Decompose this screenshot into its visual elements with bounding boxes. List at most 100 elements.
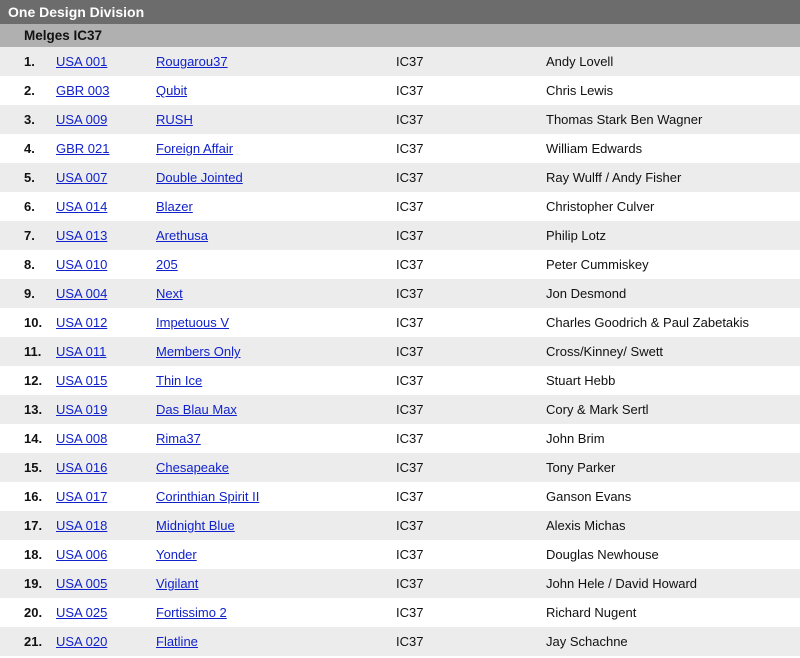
sail-link[interactable]: USA 012	[56, 315, 107, 330]
sail-link[interactable]: GBR 003	[56, 83, 109, 98]
boat-link[interactable]: Foreign Affair	[156, 141, 233, 156]
sail-cell: USA 013	[50, 221, 150, 250]
table-row: 5.USA 007Double JointedIC37Ray Wulff / A…	[0, 163, 800, 192]
sail-link[interactable]: GBR 021	[56, 141, 109, 156]
class-cell: IC37	[390, 511, 540, 540]
sail-link[interactable]: USA 015	[56, 373, 107, 388]
sail-link[interactable]: USA 007	[56, 170, 107, 185]
rank-cell: 18.	[0, 540, 50, 569]
table-row: 12.USA 015Thin IceIC37Stuart Hebb	[0, 366, 800, 395]
sail-link[interactable]: USA 008	[56, 431, 107, 446]
boat-link[interactable]: Rima37	[156, 431, 201, 446]
boat-link[interactable]: Blazer	[156, 199, 193, 214]
owner-cell: Cross/Kinney/ Swett	[540, 337, 800, 366]
rank-cell: 7.	[0, 221, 50, 250]
rank-cell: 17.	[0, 511, 50, 540]
boat-link[interactable]: Qubit	[156, 83, 187, 98]
boat-cell: Arethusa	[150, 221, 390, 250]
sail-link[interactable]: USA 017	[56, 489, 107, 504]
boat-cell: Double Jointed	[150, 163, 390, 192]
boat-link[interactable]: Midnight Blue	[156, 518, 235, 533]
owner-cell: Jay Schachne	[540, 627, 800, 656]
boat-link[interactable]: Thin Ice	[156, 373, 202, 388]
sail-cell: USA 019	[50, 395, 150, 424]
class-header: Melges IC37	[0, 24, 800, 47]
boat-cell: Impetuous V	[150, 308, 390, 337]
class-cell: IC37	[390, 627, 540, 656]
rank-cell: 5.	[0, 163, 50, 192]
results-table: 1.USA 001Rougarou37IC37Andy Lovell2.GBR …	[0, 47, 800, 656]
sail-cell: USA 005	[50, 569, 150, 598]
boat-link[interactable]: Arethusa	[156, 228, 208, 243]
class-cell: IC37	[390, 482, 540, 511]
sail-cell: USA 008	[50, 424, 150, 453]
boat-cell: 205	[150, 250, 390, 279]
boat-link[interactable]: Vigilant	[156, 576, 198, 591]
table-row: 13.USA 019Das Blau MaxIC37Cory & Mark Se…	[0, 395, 800, 424]
class-cell: IC37	[390, 569, 540, 598]
boat-link[interactable]: 205	[156, 257, 178, 272]
boat-cell: Fortissimo 2	[150, 598, 390, 627]
sail-cell: USA 016	[50, 453, 150, 482]
owner-cell: Stuart Hebb	[540, 366, 800, 395]
boat-link[interactable]: Yonder	[156, 547, 197, 562]
boat-link[interactable]: Double Jointed	[156, 170, 243, 185]
sail-link[interactable]: USA 018	[56, 518, 107, 533]
boat-link[interactable]: RUSH	[156, 112, 193, 127]
sail-link[interactable]: USA 014	[56, 199, 107, 214]
table-row: 3.USA 009RUSHIC37Thomas Stark Ben Wagner	[0, 105, 800, 134]
boat-cell: Foreign Affair	[150, 134, 390, 163]
class-cell: IC37	[390, 453, 540, 482]
sail-cell: USA 010	[50, 250, 150, 279]
sail-link[interactable]: USA 001	[56, 54, 107, 69]
boat-link[interactable]: Next	[156, 286, 183, 301]
boat-link[interactable]: Flatline	[156, 634, 198, 649]
table-row: 15.USA 016ChesapeakeIC37Tony Parker	[0, 453, 800, 482]
class-cell: IC37	[390, 337, 540, 366]
rank-cell: 20.	[0, 598, 50, 627]
sail-link[interactable]: USA 013	[56, 228, 107, 243]
sail-cell: USA 017	[50, 482, 150, 511]
sail-cell: USA 012	[50, 308, 150, 337]
boat-link[interactable]: Chesapeake	[156, 460, 229, 475]
sail-link[interactable]: USA 011	[56, 344, 106, 359]
sail-link[interactable]: USA 004	[56, 286, 107, 301]
sail-cell: USA 015	[50, 366, 150, 395]
sail-cell: GBR 003	[50, 76, 150, 105]
table-row: 8.USA 010205IC37Peter Cummiskey	[0, 250, 800, 279]
boat-cell: Rougarou37	[150, 47, 390, 76]
owner-cell: Chris Lewis	[540, 76, 800, 105]
rank-cell: 10.	[0, 308, 50, 337]
boat-cell: Qubit	[150, 76, 390, 105]
sail-link[interactable]: USA 019	[56, 402, 107, 417]
table-row: 4.GBR 021Foreign AffairIC37William Edwar…	[0, 134, 800, 163]
boat-link[interactable]: Members Only	[156, 344, 241, 359]
table-row: 14.USA 008Rima37IC37John Brim	[0, 424, 800, 453]
owner-cell: Ganson Evans	[540, 482, 800, 511]
boat-link[interactable]: Das Blau Max	[156, 402, 237, 417]
table-row: 6.USA 014BlazerIC37Christopher Culver	[0, 192, 800, 221]
sail-link[interactable]: USA 005	[56, 576, 107, 591]
owner-cell: Tony Parker	[540, 453, 800, 482]
class-cell: IC37	[390, 163, 540, 192]
sail-cell: USA 020	[50, 627, 150, 656]
rank-cell: 19.	[0, 569, 50, 598]
owner-cell: Richard Nugent	[540, 598, 800, 627]
class-cell: IC37	[390, 221, 540, 250]
boat-link[interactable]: Rougarou37	[156, 54, 228, 69]
boat-link[interactable]: Fortissimo 2	[156, 605, 227, 620]
boat-link[interactable]: Impetuous V	[156, 315, 229, 330]
sail-link[interactable]: USA 006	[56, 547, 107, 562]
sail-link[interactable]: USA 010	[56, 257, 107, 272]
sail-link[interactable]: USA 025	[56, 605, 107, 620]
boat-link[interactable]: Corinthian Spirit II	[156, 489, 259, 504]
sail-link[interactable]: USA 016	[56, 460, 107, 475]
owner-cell: Andy Lovell	[540, 47, 800, 76]
boat-cell: Midnight Blue	[150, 511, 390, 540]
sail-link[interactable]: USA 009	[56, 112, 107, 127]
sail-link[interactable]: USA 020	[56, 634, 107, 649]
table-row: 1.USA 001Rougarou37IC37Andy Lovell	[0, 47, 800, 76]
sail-cell: USA 004	[50, 279, 150, 308]
rank-cell: 1.	[0, 47, 50, 76]
table-row: 11.USA 011Members OnlyIC37Cross/Kinney/ …	[0, 337, 800, 366]
